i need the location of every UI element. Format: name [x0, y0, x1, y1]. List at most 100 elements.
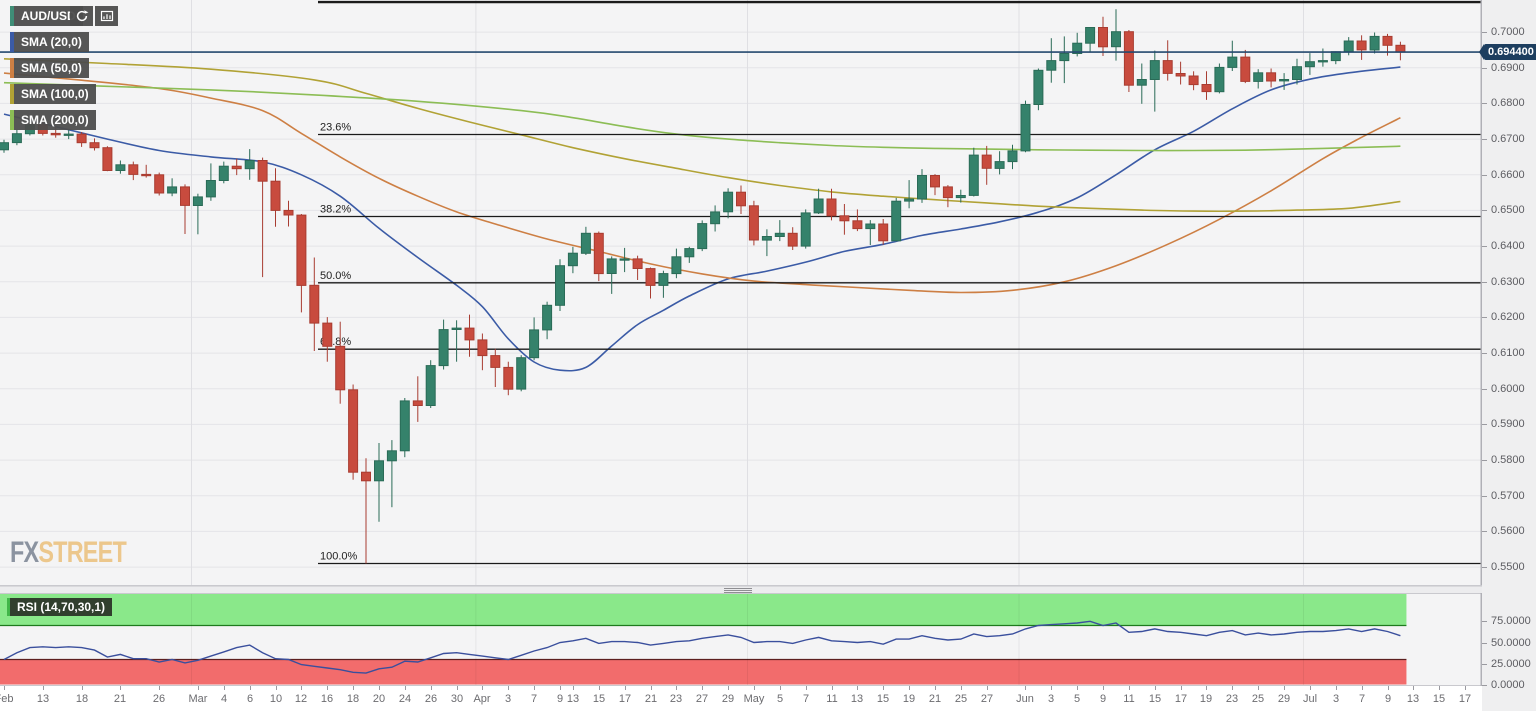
rsi-chart[interactable] [0, 593, 1482, 686]
date-axis-label: 5 [1073, 693, 1081, 705]
axis-tick [353, 686, 354, 690]
candle [774, 220, 785, 242]
current-price-badge: 0.694400 [1479, 44, 1536, 60]
price-axis-label: 0.6900 [1491, 62, 1525, 74]
candle [1085, 27, 1096, 53]
candle-body [361, 471, 371, 482]
candle-body [309, 284, 320, 324]
date-axis-label: 4 [220, 693, 228, 705]
candle-body [904, 198, 915, 202]
axis-tick [909, 686, 910, 690]
candle-body [1382, 35, 1393, 46]
axis-tick [457, 686, 458, 690]
candle [1356, 35, 1367, 60]
axis-tick [1258, 686, 1259, 690]
candle-body [490, 355, 501, 368]
legend-item-sma200[interactable]: SMA (200,0) [10, 110, 96, 130]
date-axis-label: 17 [1458, 693, 1472, 705]
sma200-color-bar [10, 110, 14, 130]
price-axis[interactable]: 0.7000 0.6900 0.6800 0.6700 0.6600 0.6500 0.64… [1482, 0, 1536, 711]
price-axis-label: 0.6200 [1491, 311, 1525, 323]
symbol-chip[interactable]: AUD/USD [10, 6, 83, 26]
candle [1188, 71, 1199, 91]
candle-body [374, 460, 384, 482]
panel-splitter[interactable] [0, 586, 1482, 593]
candle-body [800, 212, 811, 247]
chart-settings-button[interactable] [95, 6, 118, 26]
watermark-fx: FX [10, 536, 39, 569]
candle-body [619, 258, 630, 261]
date-axis-label: May [743, 693, 765, 705]
date-axis-label: 13 [36, 693, 50, 705]
legend-item-rsi[interactable]: RSI (14,70,30,1) [7, 598, 113, 616]
candle-body [826, 198, 837, 217]
date-axis-label: 7 [530, 693, 538, 705]
axis-tick [1482, 353, 1487, 354]
candle [490, 348, 501, 387]
candle-body [205, 180, 216, 198]
candle-body [76, 133, 87, 144]
axis-tick [1482, 685, 1487, 686]
candle [1330, 51, 1341, 65]
fib-retracement: 0.0%23.6%38.2%50.0%61.8%100.0% [318, 0, 1481, 565]
candle [451, 320, 462, 362]
candle [477, 333, 488, 371]
legend-item-sma20[interactable]: SMA (20,0) [10, 32, 89, 52]
candle [1227, 40, 1238, 71]
axis-tick [1482, 664, 1487, 665]
candle [1111, 9, 1121, 61]
axis-tick [560, 686, 561, 690]
candle-body [231, 165, 242, 170]
splitter-handle-icon[interactable] [724, 588, 752, 593]
price-axis-label: 0.6700 [1491, 133, 1525, 145]
rsi-overbought-band [0, 593, 1407, 626]
candle-body [1085, 27, 1096, 44]
main-chart[interactable]: 0.0%23.6%38.2%50.0%61.8%100.0% [0, 0, 1482, 586]
axis-tick [405, 686, 406, 690]
candle [1136, 63, 1147, 104]
candle-body [1046, 60, 1057, 71]
candle [813, 188, 824, 214]
candle-body [1253, 72, 1264, 82]
candle-body [283, 209, 294, 216]
candle [399, 398, 410, 458]
chart-settings-icon [100, 10, 113, 22]
refresh-button[interactable] [70, 6, 93, 26]
candle [167, 178, 178, 197]
axis-tick [4, 686, 5, 690]
candle-body [593, 232, 604, 275]
axis-tick [1482, 210, 1487, 211]
candle [542, 301, 553, 340]
candle [309, 257, 320, 351]
sma200-label: SMA (200,0) [21, 113, 89, 127]
date-axis-label: 17 [1174, 693, 1188, 705]
sma20-label: SMA (20,0) [21, 35, 82, 49]
candle [839, 204, 850, 235]
candle [102, 146, 113, 172]
legend-item-sma100[interactable]: SMA (100,0) [10, 84, 96, 104]
candle-body [1020, 104, 1031, 152]
watermark-street: STREET [38, 536, 126, 569]
candle [11, 129, 22, 146]
candle-body [529, 329, 540, 359]
axis-tick [508, 686, 509, 690]
candle-body [348, 389, 359, 473]
fib-label: 23.6% [320, 122, 351, 134]
date-axis-label: Mar [188, 693, 208, 705]
candle [464, 314, 475, 357]
candle [761, 229, 772, 257]
candle [710, 205, 721, 232]
candle [425, 360, 436, 408]
date-axis-label: 25 [1251, 693, 1265, 705]
axis-tick [1051, 686, 1052, 690]
legend-item-sma50[interactable]: SMA (50,0) [10, 58, 89, 78]
axis-tick [728, 686, 729, 690]
candle [1059, 36, 1070, 84]
date-axis-label: 16 [320, 693, 334, 705]
axis-tick [1482, 460, 1487, 461]
axis-tick [224, 686, 225, 690]
date-axis-label: 11 [826, 693, 838, 705]
candle-body [632, 258, 643, 269]
date-axis[interactable]: Feb13182126Mar461012161820242630Apr37913… [0, 686, 1482, 711]
candle-body [1240, 56, 1251, 82]
